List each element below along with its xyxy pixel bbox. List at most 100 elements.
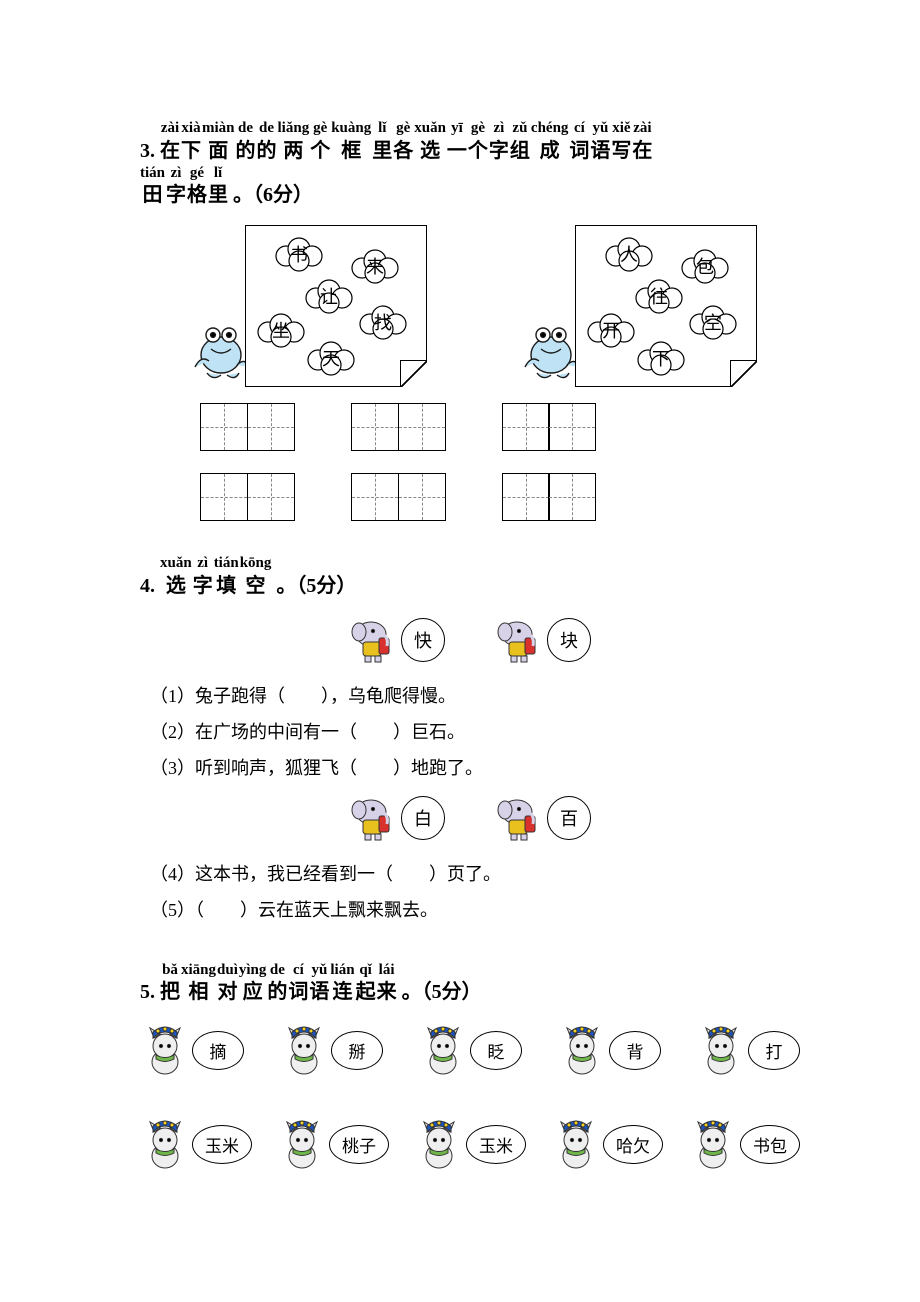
title-seg: duì对 [217,962,238,1007]
q3-number: 3. [140,137,155,165]
q5-word: 玉米 [466,1125,526,1164]
q3-title: 3. zài在xià下miàn面de的de的liǎng两gè个kuàng框lǐ里… [140,120,800,209]
tianzi-grid[interactable] [502,403,597,451]
title-seg: qǐ起 [356,962,376,1007]
q5-item[interactable]: 桃子 [277,1116,389,1172]
char-cloud: 往 [634,278,684,314]
cat-icon [418,1022,468,1078]
q3-board-group-1: 书来让坐找天 [183,225,427,387]
title-seg: miàn面 [202,120,235,165]
q5-item[interactable]: 玉米 [140,1116,252,1172]
char-cloud: 坐 [256,312,306,348]
title-seg: de的 [267,962,287,1007]
title-seg: xià下 [181,120,201,165]
tianzi-grid[interactable] [200,403,295,451]
title-seg: xuǎn选 [414,120,446,165]
q3-answer-grids [200,403,800,521]
tianzi-grid[interactable] [351,473,446,521]
q4-choice-item: 块 [495,616,591,664]
cat-icon [688,1116,738,1172]
cat-icon [696,1022,746,1078]
q3-tail: 。（6分） [233,181,313,209]
q5-item[interactable]: 眨 [418,1022,522,1078]
title-seg: de的 [236,120,256,165]
question-5: 5. bǎ把xiāng相duì对yìng应de的cí词yǔ语lián连qǐ起lá… [140,962,800,1173]
q5-tail: 。（5分） [402,978,482,1006]
q4-sentence: （1）兔子跑得（ ），乌龟爬得慢。 [150,678,800,714]
question-3: 3. zài在xià下miàn面de的de的liǎng两gè个kuàng框lǐ里… [140,120,800,521]
q3-board-group-2: 人包往开 空下 [513,225,757,387]
title-seg: cí词 [569,120,589,165]
title-seg: xiāng相 [181,962,216,1007]
q5-number: 5. [140,978,155,1006]
char-cloud: 来 [350,248,400,284]
question-4: 4. xuǎn选zì字tián填kōng空 。（5分） [140,555,800,928]
title-seg: de的 [257,120,277,165]
title-seg: zì字 [166,165,186,210]
char-cloud: 空 [688,304,738,340]
tianzi-grid[interactable] [351,403,446,451]
title-seg: xiě写 [611,120,631,165]
q5-item[interactable]: 打 [696,1022,800,1078]
q4-choice-item: 白 [349,794,445,842]
elephant-icon [349,794,397,842]
q5-word: 背 [609,1031,661,1070]
title-seg: chéng成 [531,120,569,165]
title-seg: gé格 [187,165,207,210]
title-seg: yī一 [447,120,467,165]
char-cloud: 下 [636,340,686,376]
cat-icon [551,1116,601,1172]
title-seg: kōng空 [240,555,272,600]
char-cloud: 书 [274,236,324,272]
q5-item[interactable]: 哈欠 [551,1116,663,1172]
q5-word: 眨 [470,1031,522,1070]
title-seg: yǔ语 [590,120,610,165]
choice-char: 块 [547,618,591,662]
q5-row-bottom: 玉米桃子玉米哈欠书包 [140,1116,800,1172]
char-cloud: 让 [304,278,354,314]
char-cloud: 开 [586,312,636,348]
char-cloud: 包 [680,248,730,284]
page-fold-icon [400,360,427,387]
title-seg: lǐ里 [208,165,228,210]
q4-choice-pair-b: 白 百 [140,794,800,842]
q5-word: 摘 [192,1031,244,1070]
q5-item[interactable]: 书包 [688,1116,800,1172]
title-seg: liǎng两 [278,120,310,165]
title-seg: xuǎn选 [160,555,192,600]
cat-icon [557,1022,607,1078]
title-seg: lái来 [377,962,397,1007]
title-seg: gè个 [468,120,488,165]
q5-row-top: 摘 掰 眨 背打 [140,1022,800,1078]
q4-choice-pair-a: 快 块 [140,616,800,664]
char-cloud: 人 [604,236,654,272]
q5-word: 掰 [331,1031,383,1070]
choice-char: 百 [547,796,591,840]
q4-title: 4. xuǎn选zì字tián填kōng空 。（5分） [140,555,800,600]
q4-tail: 。（5分） [276,572,356,600]
q4-choice-item: 百 [495,794,591,842]
title-seg: bǎ把 [160,962,180,1007]
q5-word: 书包 [740,1125,800,1164]
title-seg: tián填 [214,555,239,600]
title-seg: yǔ语 [309,962,329,1007]
q4-sentence: （4）这本书，我已经看到一（ ）页了。 [150,856,800,892]
q5-item[interactable]: 背 [557,1022,661,1078]
q5-item[interactable]: 摘 [140,1022,244,1078]
title-seg: gè个 [310,120,330,165]
q3-board-2: 人包往开 空下 [575,225,757,387]
cat-icon [414,1116,464,1172]
tianzi-grid[interactable] [200,473,295,521]
tianzi-grid[interactable] [502,473,597,521]
title-seg: cí词 [288,962,308,1007]
q5-item[interactable]: 掰 [279,1022,383,1078]
title-seg: tián田 [140,165,165,210]
char-cloud: 天 [306,340,356,376]
q3-boards: 书来让坐找天 [140,225,800,387]
q5-word: 桃子 [329,1125,389,1164]
q5-word: 玉米 [192,1125,252,1164]
q5-item[interactable]: 玉米 [414,1116,526,1172]
cat-icon [277,1116,327,1172]
choice-char: 快 [401,618,445,662]
title-seg: lián连 [330,962,354,1007]
